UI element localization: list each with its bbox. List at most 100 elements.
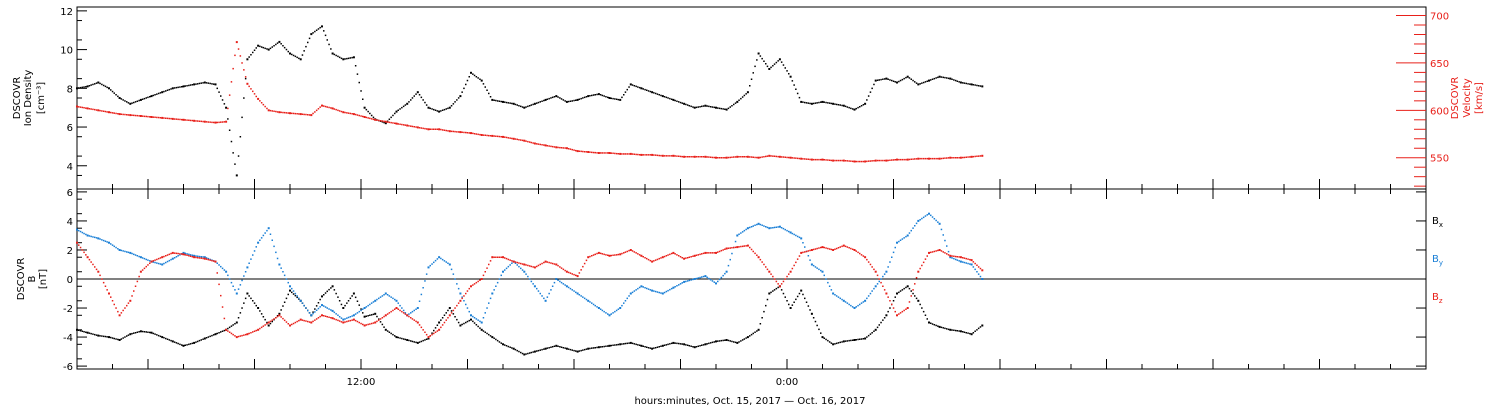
bz-series-trace-point <box>516 261 518 264</box>
bx-series-trace-point <box>883 317 886 319</box>
bx-series-trace-point <box>283 301 286 303</box>
bx-series-trace-point <box>338 300 341 302</box>
by-series-trace-point <box>440 257 442 260</box>
bz-series-trace-point <box>699 253 701 256</box>
by-series-point <box>853 307 856 309</box>
bz-series-trace-point <box>610 254 612 257</box>
bz-series-trace-point <box>376 320 378 323</box>
bx-series-trace-point <box>754 331 756 333</box>
velocity-series-trace-point <box>548 145 550 147</box>
bz-series-point <box>587 256 590 259</box>
velocity-series-point <box>406 124 409 127</box>
bz-series-trace-point <box>591 255 593 257</box>
velocity-series-trace-point <box>509 137 511 139</box>
bx-series-trace-point <box>871 332 873 334</box>
density-series-trace-point <box>138 99 140 102</box>
bx-series-trace-point <box>862 338 865 340</box>
velocity-series-point <box>225 120 228 123</box>
by-series-trace-point <box>765 226 767 228</box>
velocity-series-point <box>171 117 174 120</box>
bx-series-trace-point <box>575 350 577 352</box>
bx-series-trace-point <box>562 347 565 349</box>
by-series-trace-point <box>860 302 863 304</box>
by-series-trace-point <box>749 226 751 229</box>
bx-series-trace-point <box>878 324 880 326</box>
bx-series-trace-point <box>931 323 934 325</box>
density-series-point <box>715 106 717 109</box>
bz-series-trace-point <box>637 253 639 255</box>
bx-series-trace-point <box>539 349 541 351</box>
density-series-trace-point <box>729 106 731 108</box>
density-series-trace-point <box>402 105 405 108</box>
velocity-series-trace-point <box>168 117 171 120</box>
density-series-trace-point <box>294 55 297 58</box>
density-series-trace-point <box>773 63 776 65</box>
bx-series-trace-point <box>115 338 117 340</box>
by-series-trace-point <box>376 298 378 301</box>
bx-series-trace-point <box>369 314 371 316</box>
by-series-trace-point <box>562 283 565 285</box>
bz-series-trace-point <box>200 257 202 259</box>
density-series-trace-point <box>312 32 314 34</box>
bz-series-point <box>331 317 334 320</box>
velocity-series-trace-point <box>425 128 428 130</box>
bx-series-trace-point <box>628 342 630 344</box>
velocity-series-trace-point <box>241 62 243 64</box>
bx-series-trace-point <box>958 330 960 332</box>
velocity-series-point <box>289 112 291 115</box>
by-series-trace-point <box>441 258 444 261</box>
density-series-trace-point <box>328 43 330 46</box>
velocity-series-trace-point <box>750 156 753 158</box>
by-series-trace-point <box>452 273 455 275</box>
density-series-trace-point <box>401 106 403 109</box>
density-series-trace-point <box>528 105 531 107</box>
by-series-trace-point <box>399 304 401 307</box>
bx-series-trace-point <box>548 347 550 349</box>
velocity-series-trace-point <box>365 116 368 119</box>
bx-series-trace-point <box>899 290 902 292</box>
bx-series-trace-point <box>269 322 272 325</box>
density-series-trace-point <box>223 103 226 105</box>
by-series-trace-point <box>901 238 904 240</box>
bx-series-trace-point <box>591 347 593 349</box>
bx-series-trace-point <box>791 304 794 306</box>
bx-series-point <box>821 336 824 339</box>
velocity-series-trace-point <box>699 156 701 158</box>
bz-series-trace-point <box>78 244 80 246</box>
by-series-trace-point <box>788 230 790 233</box>
density-series-trace-point <box>255 47 257 49</box>
bz-series-trace-point <box>575 274 577 277</box>
by-series-trace-point <box>796 235 799 238</box>
density-series-trace-point <box>882 78 884 80</box>
bz-series-trace-point <box>450 312 453 314</box>
bx-series-point <box>182 344 185 347</box>
by-series-trace-point <box>741 231 744 233</box>
density-series-trace-point <box>303 50 305 52</box>
by-series-trace-point <box>731 252 733 255</box>
bx-series-trace-point <box>571 349 573 351</box>
b-tick-label: 6 <box>67 188 73 199</box>
bx-series-point <box>438 321 441 324</box>
bx-series-trace-point <box>933 324 936 326</box>
by-series-trace-point <box>798 236 801 239</box>
density-series-point <box>597 93 600 96</box>
density-series-trace-point <box>157 92 160 95</box>
bx-series-trace-point <box>585 348 588 350</box>
by-series-trace-point <box>431 263 433 265</box>
bz-series-trace-point <box>724 248 726 250</box>
bx-series-trace-point <box>756 330 758 332</box>
bx-series-trace-point <box>88 332 91 334</box>
bz-series-trace-point <box>827 247 829 250</box>
velocity-series-trace-point <box>351 113 353 115</box>
density-series-trace-point <box>358 81 360 84</box>
bz-series-trace-point <box>422 329 424 331</box>
velocity-series-trace-point <box>413 126 415 128</box>
velocity-series-trace-point <box>285 112 288 114</box>
by-series-trace-point <box>379 296 382 298</box>
bz-series-trace-point <box>786 275 788 278</box>
velocity-series-trace-point <box>81 106 84 109</box>
bx-series-point <box>470 318 472 321</box>
velocity-series-trace-point <box>252 90 254 93</box>
bx-series-point <box>853 339 856 341</box>
by-series-trace-point <box>170 258 172 261</box>
